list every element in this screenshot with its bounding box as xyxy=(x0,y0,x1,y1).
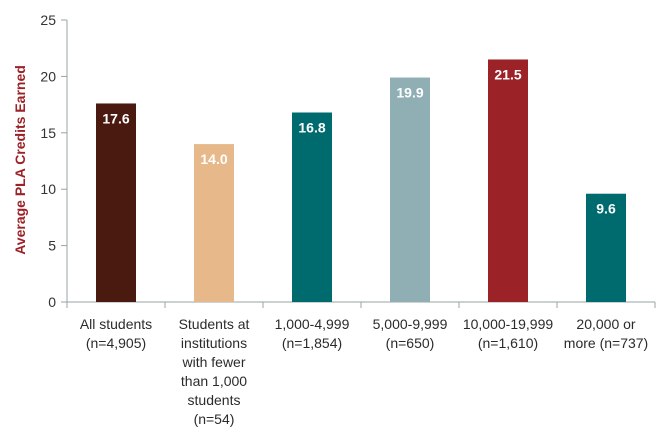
bar xyxy=(96,103,136,302)
category-labels: All students (n=4,905) Students at institut… xyxy=(80,316,648,427)
bar-value-label: 19.9 xyxy=(396,85,423,101)
bar-value-label: 17.6 xyxy=(102,110,129,126)
y-tick-label: 5 xyxy=(48,238,56,254)
y-tick-label: 25 xyxy=(40,12,56,28)
bar-value-label: 9.6 xyxy=(596,201,616,217)
y-tick-label: 10 xyxy=(40,181,56,197)
category-label: All students (n=4,905) xyxy=(80,316,152,351)
y-tick-label: 0 xyxy=(48,294,56,310)
bar xyxy=(586,193,626,302)
bar-value-label: 16.8 xyxy=(298,119,325,135)
y-tick-label: 20 xyxy=(40,68,56,84)
bar xyxy=(390,77,430,302)
bar-value-label: 14.0 xyxy=(200,151,227,167)
category-label: 10,000-19,999 (n=1,610) xyxy=(463,316,554,351)
category-label: 20,000 or more (n=737) xyxy=(564,316,648,351)
y-axis: 0 5 10 15 20 25 xyxy=(40,12,68,310)
bar xyxy=(194,144,234,302)
bar xyxy=(292,112,332,302)
category-label: 5,000-9,999 (n=650) xyxy=(373,316,448,351)
bar xyxy=(488,59,528,303)
x-axis xyxy=(66,301,656,308)
bar-value-label: 21.5 xyxy=(494,66,521,82)
category-label: Students at institutions with fewer than 1,… xyxy=(179,316,250,427)
y-axis-label: Average PLA Credits Earned xyxy=(12,65,28,255)
y-tick-label: 15 xyxy=(40,125,56,141)
bars: 17.6 14.0 16.8 19.9 21.5 9.6 xyxy=(96,59,626,303)
category-label: 1,000-4,999 (n=1,854) xyxy=(275,316,350,351)
